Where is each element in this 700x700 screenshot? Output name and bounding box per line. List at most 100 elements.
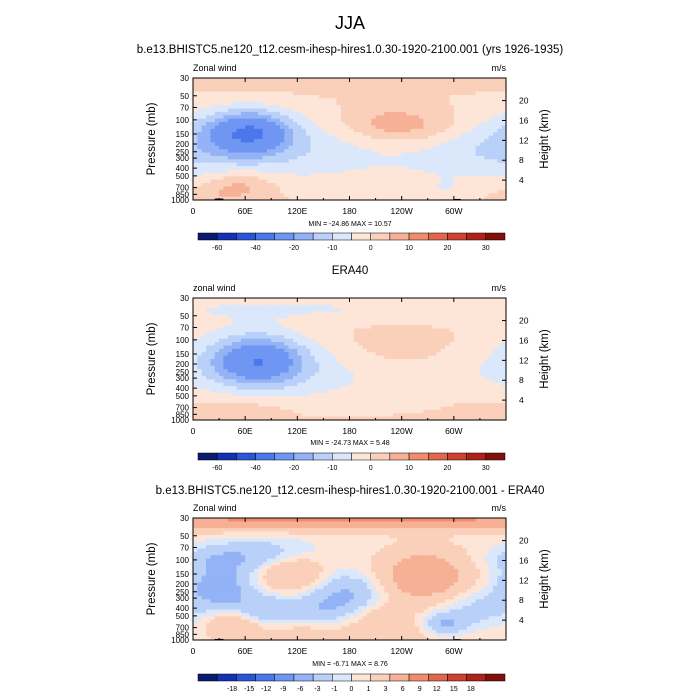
field-cell <box>492 399 498 404</box>
field-cell <box>249 115 255 120</box>
field-cell <box>410 149 416 154</box>
field-cell <box>197 325 203 330</box>
field-cell <box>445 369 451 374</box>
field-cell <box>323 159 329 164</box>
field-cell <box>379 139 385 143</box>
field-cell <box>388 135 394 140</box>
field-cell <box>193 392 198 397</box>
field-cell <box>345 166 351 171</box>
field-cell <box>245 111 251 116</box>
field-cell <box>232 81 238 86</box>
field-cell <box>397 84 403 89</box>
field-cell <box>332 328 338 333</box>
field-cell <box>445 189 451 194</box>
field-cell <box>306 382 311 387</box>
field-cell <box>219 145 225 150</box>
field-cell <box>301 88 307 93</box>
field-cell <box>223 135 229 140</box>
field-cell <box>279 189 285 194</box>
field-cell <box>310 176 316 181</box>
field-cell <box>223 382 229 387</box>
field-cell <box>453 78 459 82</box>
field-cell <box>449 122 455 127</box>
field-cell <box>193 162 198 167</box>
field-cell <box>201 375 207 380</box>
field-cell <box>388 176 394 181</box>
field-cell <box>384 105 390 110</box>
field-cell <box>219 101 225 106</box>
field-cell <box>366 355 372 360</box>
field-cell <box>193 78 198 82</box>
field-cell <box>423 139 429 143</box>
field-cell <box>219 122 225 127</box>
field-cell <box>236 176 242 181</box>
field-cell <box>406 142 411 147</box>
field-cell <box>201 122 207 127</box>
field-cell <box>297 304 303 309</box>
field-cell <box>392 348 398 353</box>
field-cell <box>232 345 238 350</box>
field-cell <box>266 172 272 177</box>
field-cell <box>406 382 411 387</box>
field-cell <box>275 396 281 401</box>
field-cell <box>249 379 255 384</box>
field-cell <box>210 78 216 82</box>
field-cell <box>210 311 216 316</box>
field-cell <box>362 179 368 184</box>
field-cell <box>310 169 316 174</box>
field-cell <box>492 301 498 306</box>
field-cell <box>319 392 325 397</box>
field-cell <box>266 304 272 309</box>
field-cell <box>353 122 359 127</box>
field-cell <box>353 139 359 143</box>
field-cell <box>414 301 420 306</box>
field-cell <box>301 382 307 387</box>
field-cell <box>497 365 503 370</box>
field-cell <box>362 389 368 394</box>
field-cell <box>214 118 220 123</box>
field-cell <box>227 111 233 116</box>
field-cell <box>219 159 225 164</box>
colorbar-swatch <box>485 232 506 241</box>
field-cell <box>323 365 329 370</box>
field-cell <box>484 314 490 319</box>
field-cell <box>397 78 403 82</box>
colorbar-swatch <box>332 232 352 241</box>
field-cell <box>288 155 294 160</box>
field-cell <box>388 186 394 191</box>
field-cell <box>236 84 242 89</box>
field-cell <box>388 314 394 319</box>
field-cell <box>497 115 503 120</box>
field-cell <box>388 403 394 408</box>
field-cell <box>240 314 246 319</box>
field-cell <box>427 369 433 374</box>
field-cell <box>193 308 198 313</box>
field-cell <box>297 91 303 96</box>
field-cell <box>358 321 364 326</box>
field-cell <box>366 179 372 184</box>
field-cell <box>479 81 485 86</box>
field-cell <box>419 389 425 394</box>
field-cell <box>401 115 407 120</box>
field-cell <box>388 304 394 309</box>
field-cell <box>362 162 368 167</box>
field-cell <box>258 355 264 360</box>
field-cell <box>497 132 503 137</box>
field-cell <box>336 162 342 167</box>
field-cell <box>275 403 281 408</box>
field-cell <box>410 118 416 123</box>
field-cell <box>423 176 429 181</box>
field-cell <box>401 355 407 360</box>
field-cell <box>475 84 481 89</box>
field-cell <box>406 348 411 353</box>
field-cell <box>314 105 320 110</box>
field-cell <box>423 84 429 89</box>
field-cell <box>292 128 298 133</box>
field-cell <box>210 128 216 133</box>
field-cell <box>336 128 342 133</box>
field-cell <box>332 128 338 133</box>
field-cell <box>432 335 438 340</box>
field-cell <box>240 308 246 313</box>
field-cell <box>414 321 420 326</box>
field-cell <box>292 298 298 302</box>
